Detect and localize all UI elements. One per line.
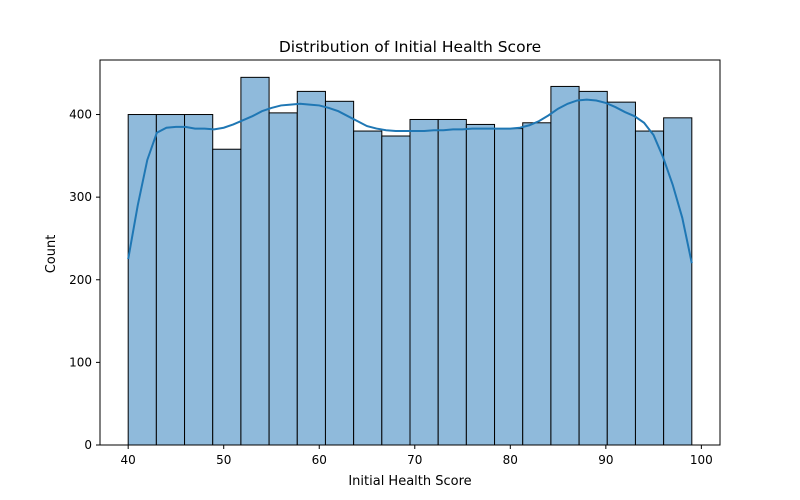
histogram-bar [155, 114, 186, 446]
histogram-bar [465, 123, 496, 446]
histogram-bar [296, 90, 326, 446]
x-tick-label: 70 [407, 453, 422, 467]
histogram-bar [409, 118, 439, 446]
y-tick-label: 400 [69, 108, 92, 122]
x-axis-ticks: 40 50 60 70 80 90 100 [121, 445, 713, 467]
histogram-bar [437, 118, 467, 446]
y-axis-label: Count [44, 235, 59, 274]
histogram-bar [606, 101, 636, 446]
x-tick-label: 100 [690, 453, 713, 467]
x-tick-label: 40 [121, 453, 136, 467]
y-tick-label: 100 [69, 355, 92, 369]
y-tick-label: 300 [69, 190, 92, 204]
histogram-bar [127, 114, 157, 446]
histogram-bar [353, 130, 383, 446]
kde-curve [127, 98, 693, 264]
y-axis-ticks: 0 100 200 300 400 [69, 108, 100, 452]
x-tick-label: 60 [312, 453, 327, 467]
histogram-bar [268, 112, 298, 446]
histogram-bar [381, 135, 411, 446]
histogram-bar [663, 117, 693, 446]
axes-frame [99, 59, 721, 446]
x-tick-label: 50 [216, 453, 231, 467]
x-axis-label: Initial Health Score [348, 474, 471, 489]
y-tick-label: 200 [69, 273, 92, 287]
histogram-bar [240, 76, 270, 446]
histogram-bar [184, 114, 214, 446]
histogram-bar [494, 128, 524, 446]
histogram-bar [522, 122, 552, 446]
histogram-bar [550, 85, 580, 446]
histogram-bar [212, 148, 242, 446]
histogram-bar [324, 100, 355, 446]
y-tick-label: 0 [84, 438, 92, 452]
x-tick-label: 80 [503, 453, 518, 467]
histogram-bar [634, 130, 665, 446]
x-tick-label: 90 [598, 453, 613, 467]
histogram-bar [578, 90, 608, 446]
histogram-bars [127, 76, 693, 446]
chart-title: Distribution of Initial Health Score [279, 38, 541, 56]
